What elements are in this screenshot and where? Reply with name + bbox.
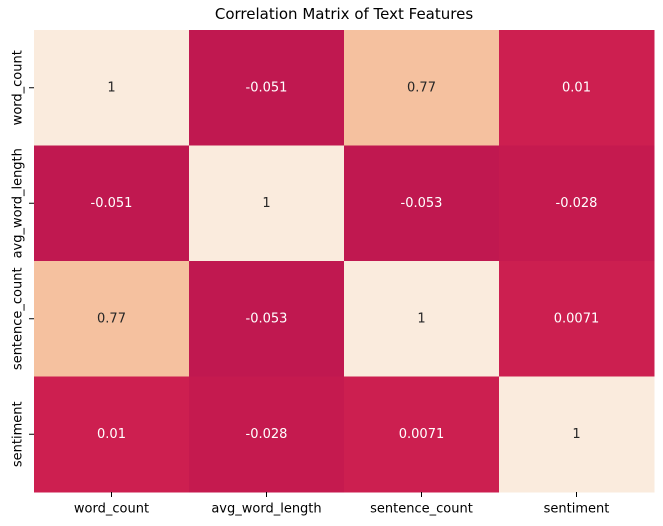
heatmap-cell	[34, 30, 190, 146]
x-axis: word_count avg_word_length sentence_count s…	[74, 492, 609, 517]
heatmap-cell-label: 0.01	[562, 80, 591, 95]
heatmap-cell-label: 0.0071	[554, 311, 600, 326]
heatmap-cell-label: 0.77	[407, 80, 436, 95]
heatmap-cell	[499, 145, 655, 262]
heatmap-cell-label: 1	[417, 311, 425, 326]
heatmap-cell	[34, 261, 190, 377]
y-axis: word_count avg_word_length sentence_counts…	[11, 50, 34, 467]
heatmap-cell	[344, 261, 500, 377]
heatmap-cell-label: -0.051	[91, 196, 133, 211]
heatmap-cell	[34, 145, 190, 262]
heatmap-cell-label: -0.051	[246, 80, 288, 95]
y-tick-label: sentence_count	[11, 267, 26, 370]
heatmap-cell	[189, 261, 345, 377]
y-tick-label: avg_word_length	[11, 148, 26, 258]
heatmap-cell	[499, 376, 655, 493]
heatmap-cell-label: 0.01	[97, 427, 126, 442]
heatmap-cell-label: -0.053	[246, 311, 288, 326]
x-tick-label: avg_word_length	[211, 502, 321, 517]
heatmap-cell	[499, 261, 655, 377]
heatmap-cell-label: -0.028	[246, 427, 288, 442]
x-tick-label: sentiment	[544, 502, 610, 517]
heatmap-cell	[344, 30, 500, 146]
y-tick-label: word_count	[11, 50, 26, 125]
heatmap-cell-labels: 1 -0.051 0.77 0.01 -0.051 1 -0.053 -0.028 0.77 -0…	[91, 80, 600, 442]
heatmap-cell	[189, 145, 345, 262]
heatmap-cell-label: 1	[572, 427, 580, 442]
heatmap-cell-label: -0.028	[556, 196, 598, 211]
heatmap-cell	[189, 30, 345, 146]
heatmap-cell	[34, 376, 190, 493]
x-tick-label: word_count	[74, 502, 149, 517]
heatmap-cell	[499, 30, 655, 146]
chart-title: Correlation Matrix of Text Features	[214, 5, 474, 23]
heatmap-cell	[189, 376, 345, 493]
heatmap-cells	[34, 30, 655, 493]
heatmap-cell	[344, 145, 500, 262]
heatmap-cell-label: 1	[262, 196, 270, 211]
y-tick-label: sentiment	[11, 401, 26, 467]
heatmap-cell-label: 0.77	[97, 311, 126, 326]
x-tick-label: sentence_count	[370, 502, 473, 517]
heatmap-cell-label: 1	[107, 80, 115, 95]
heatmap-cell	[344, 376, 500, 493]
heatmap-cell-label: 0.0071	[399, 427, 445, 442]
heatmap-cell-label: -0.053	[401, 196, 443, 211]
